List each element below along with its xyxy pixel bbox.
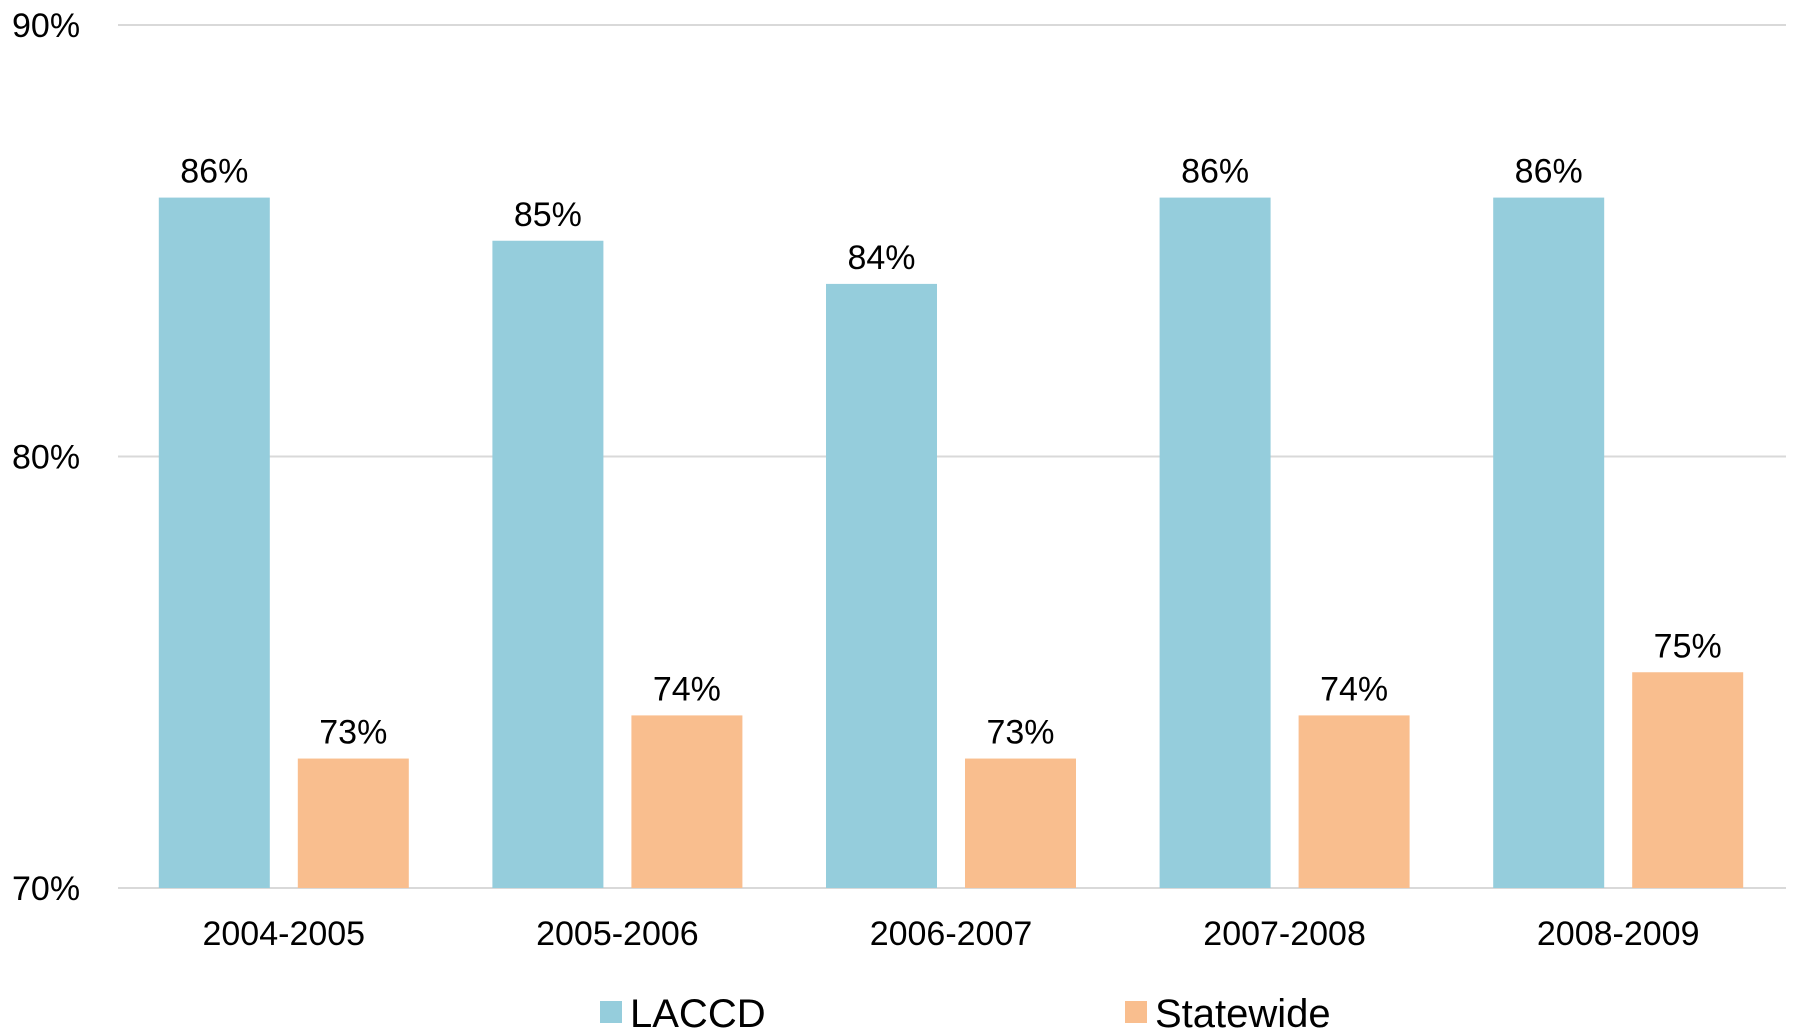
data-label-laccd-2006-2007: 84%	[847, 239, 915, 277]
y-tick-label: 80%	[12, 439, 80, 477]
y-tick-label: 90%	[12, 7, 80, 45]
bar-statewide-2006-2007	[965, 758, 1076, 888]
bar-statewide-2008-2009	[1632, 672, 1744, 888]
legend-label-laccd: LACCD	[630, 992, 766, 1031]
data-label-statewide-2005-2006: 74%	[653, 670, 721, 708]
bars	[158, 197, 1744, 889]
bar-laccd-2008-2009	[1493, 197, 1605, 889]
bar-statewide-2005-2006	[631, 715, 743, 888]
y-axis-ticks: 70% 80% 90%	[12, 7, 80, 908]
x-category-label: 2006-2007	[870, 915, 1033, 953]
legend-swatch-statewide	[1125, 1001, 1147, 1023]
x-category-label: 2008-2009	[1537, 915, 1700, 953]
bar-laccd-2004-2005	[158, 197, 270, 889]
data-label-statewide-2006-2007: 73%	[986, 714, 1054, 752]
bar-laccd-2006-2007	[826, 283, 937, 888]
data-label-laccd-2008-2009: 86%	[1515, 153, 1583, 191]
data-label-laccd-2005-2006: 85%	[514, 196, 582, 234]
x-category-label: 2007-2008	[1203, 915, 1366, 953]
data-label-laccd-2004-2005: 86%	[180, 153, 248, 191]
x-category-label: 2004-2005	[202, 915, 365, 953]
bar-laccd-2005-2006	[492, 240, 604, 888]
legend-label-statewide: Statewide	[1155, 992, 1331, 1031]
data-label-statewide-2008-2009: 75%	[1654, 627, 1722, 665]
x-axis-categories: 2004-2005 2005-2006 2006-2007 2007-2008 2008…	[202, 915, 1699, 953]
y-tick-label: 70%	[12, 870, 80, 908]
bar-laccd-2007-2008	[1159, 197, 1271, 889]
bar-statewide-2007-2008	[1298, 715, 1410, 888]
data-labels: 86% 73% 85% 74% 84% 73% 86% 74% 86% 75%	[180, 153, 1721, 752]
data-label-laccd-2007-2008: 86%	[1181, 153, 1249, 191]
x-category-label: 2005-2006	[536, 915, 699, 953]
data-label-statewide-2004-2005: 73%	[319, 714, 387, 752]
legend-swatch-laccd	[600, 1001, 622, 1023]
data-label-statewide-2007-2008: 74%	[1320, 670, 1388, 708]
legend: LACCD Statewide	[600, 992, 1331, 1036]
bar-statewide-2004-2005	[297, 758, 409, 888]
